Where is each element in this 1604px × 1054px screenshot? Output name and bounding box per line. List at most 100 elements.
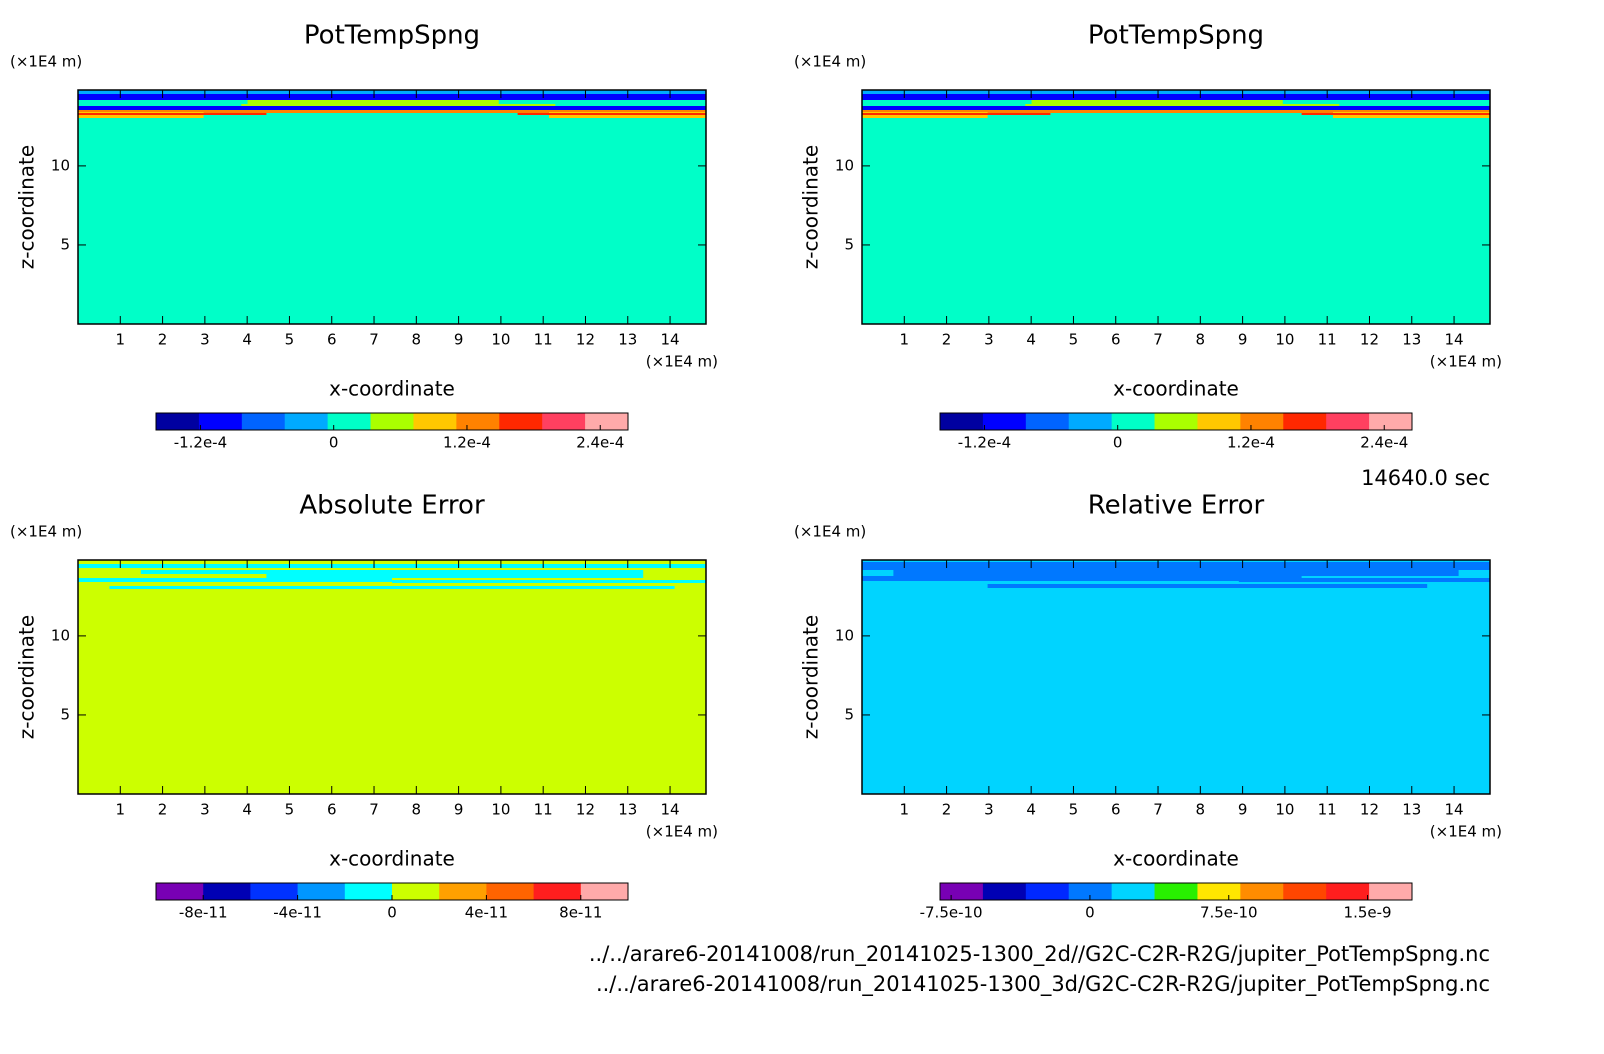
field-band: [862, 576, 1302, 581]
colorbar-swatch: [486, 883, 535, 900]
colorbar-swatch: [1111, 413, 1156, 430]
colorbar-swatch: [940, 883, 984, 900]
colorbar-swatch: [1240, 413, 1284, 430]
field: [78, 90, 706, 324]
colorbar-swatch: [156, 883, 204, 900]
y-axis-label: z-coordinate: [15, 615, 39, 739]
colorbar-tick-label: 0: [1085, 904, 1095, 922]
x-tick-label: 7: [369, 801, 379, 819]
x-tick-label: 9: [1238, 801, 1248, 819]
x-tick-label: 14: [661, 801, 680, 819]
x-axis-label: x-coordinate: [329, 377, 455, 401]
colorbar-tick-label: 4e-11: [465, 904, 508, 922]
colorbar-swatch: [370, 413, 414, 430]
x-unit: (×1E4 m): [646, 823, 718, 841]
field: [78, 560, 706, 794]
plot-frame: [861, 559, 1491, 795]
y-tick-label: 10: [835, 626, 854, 644]
x-tick-label: 10: [491, 331, 510, 349]
colorbar-swatch: [456, 413, 500, 430]
x-tick-label: 14: [1445, 331, 1464, 349]
field-band: [392, 580, 706, 583]
colorbar-swatch: [533, 883, 582, 900]
x-tick-label: 5: [1069, 801, 1079, 819]
x-tick-label: 2: [942, 331, 952, 349]
field-band: [78, 578, 392, 582]
field-band: [1301, 113, 1490, 115]
x-tick-label: 7: [1153, 331, 1163, 349]
colorbar-tick-label: 7.5e-10: [1200, 904, 1258, 922]
field-band: [862, 94, 1490, 100]
x-tick-label: 9: [1238, 331, 1248, 349]
x-tick-label: 6: [327, 801, 337, 819]
colorbar-tick-label: -8e-11: [179, 904, 228, 922]
colorbar-swatch: [156, 413, 200, 430]
colorbar-swatch: [585, 413, 629, 430]
x-axis-label: x-coordinate: [1113, 847, 1239, 871]
field-band: [862, 113, 1051, 115]
x-tick-label: 13: [1402, 331, 1421, 349]
field-band: [266, 574, 644, 578]
x-tick-label: 12: [1360, 801, 1379, 819]
x-tick-label: 4: [1026, 331, 1036, 349]
colorbar-tick-label: 2.4e-4: [1360, 434, 1408, 452]
x-tick-label: 2: [158, 801, 168, 819]
x-tick-label: 1: [900, 331, 910, 349]
x-tick-label: 3: [200, 801, 210, 819]
x-tick-label: 5: [285, 331, 295, 349]
y-axis-label: z-coordinate: [799, 615, 823, 739]
x-unit: (×1E4 m): [1430, 823, 1502, 841]
x-tick-label: 10: [1275, 801, 1294, 819]
field-band: [517, 113, 706, 115]
colorbar-frame: [939, 882, 1413, 901]
field-band: [109, 586, 675, 589]
x-tick-label: 1: [900, 801, 910, 819]
colorbar-swatch: [1068, 883, 1113, 900]
time-label: 14640.0 sec: [1361, 466, 1490, 490]
colorbar-swatch: [499, 413, 543, 430]
file-path: ../../arare6-20141008/run_20141025-1300_…: [589, 942, 1490, 967]
colorbar-tick-label: 0: [329, 434, 339, 452]
plot-title: PotTempSpng: [1088, 21, 1264, 51]
y-unit: (×1E4 m): [10, 523, 82, 541]
plot-frame: [77, 559, 707, 795]
field: [862, 90, 1490, 324]
x-tick-label: 8: [412, 331, 422, 349]
x-tick-label: 6: [1111, 801, 1121, 819]
x-tick-label: 7: [1153, 801, 1163, 819]
colorbar-swatch: [297, 883, 346, 900]
x-tick-label: 4: [242, 331, 252, 349]
colorbar-swatch: [1326, 413, 1370, 430]
colorbar-swatch: [982, 883, 1027, 900]
colorbar-swatch: [1283, 413, 1327, 430]
colorbar-swatch: [580, 883, 629, 900]
colorbar-swatch: [1369, 413, 1413, 430]
colorbar-swatch: [1197, 413, 1241, 430]
colorbar-tick-label: 1.2e-4: [443, 434, 491, 452]
colorbar-frame: [155, 412, 629, 431]
x-unit: (×1E4 m): [1430, 353, 1502, 371]
colorbar-swatch: [250, 883, 299, 900]
x-tick-label: 8: [1196, 801, 1206, 819]
x-tick-label: 8: [412, 801, 422, 819]
x-tick-label: 2: [158, 331, 168, 349]
colorbar-tick-label: 2.4e-4: [576, 434, 624, 452]
x-tick-label: 2: [942, 801, 952, 819]
colorbar-frame: [939, 412, 1413, 431]
x-tick-label: 3: [984, 801, 994, 819]
x-tick-label: 1: [116, 331, 126, 349]
x-tick-label: 5: [1069, 331, 1079, 349]
y-unit: (×1E4 m): [794, 53, 866, 71]
field-band: [862, 110, 1490, 113]
plot-title: Absolute Error: [299, 491, 485, 521]
x-tick-label: 11: [534, 801, 553, 819]
x-tick-label: 10: [491, 801, 510, 819]
x-tick-label: 6: [1111, 331, 1121, 349]
x-axis-label: x-coordinate: [329, 847, 455, 871]
x-tick-label: 11: [534, 331, 553, 349]
colorbar-tick-label: -1.2e-4: [174, 434, 227, 452]
colorbar-swatch: [344, 883, 393, 900]
y-tick-label: 5: [60, 705, 70, 723]
plot-frame: [861, 89, 1491, 325]
x-axis-label: x-coordinate: [1113, 377, 1239, 401]
